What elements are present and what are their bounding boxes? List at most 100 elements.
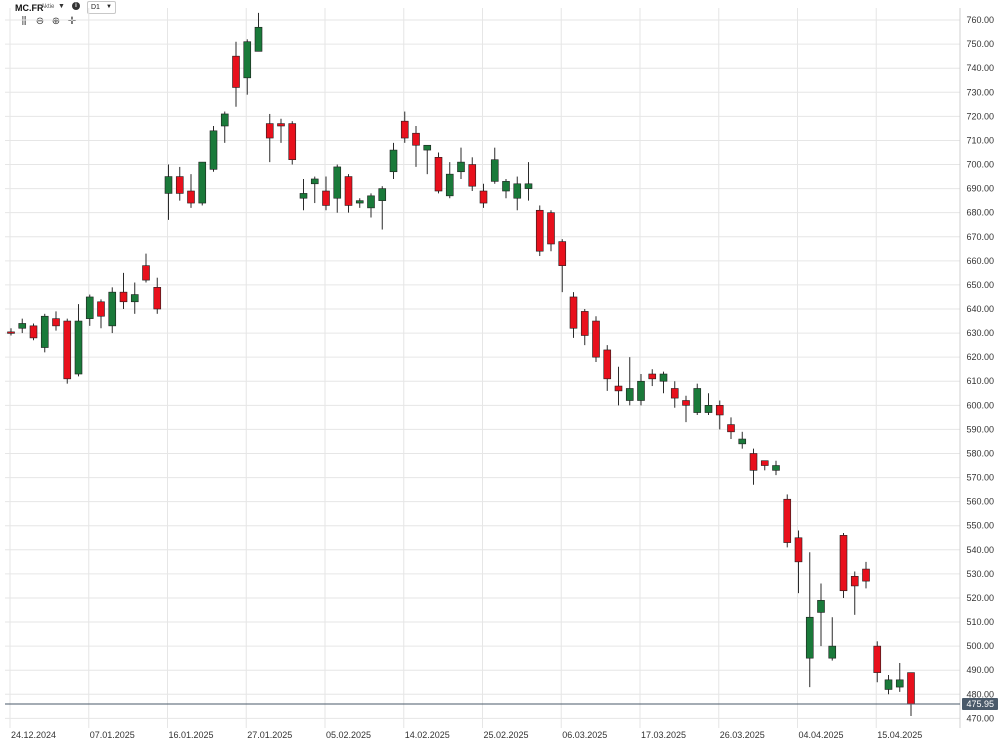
candle-body-down — [468, 164, 477, 187]
candle[interactable] — [412, 125, 420, 167]
candle[interactable] — [457, 147, 465, 179]
candle[interactable] — [378, 186, 387, 230]
candle[interactable] — [445, 162, 454, 199]
candle[interactable] — [693, 383, 702, 415]
candle[interactable] — [873, 641, 882, 683]
candle-body-up — [367, 195, 375, 209]
candle[interactable] — [333, 164, 342, 213]
candle[interactable] — [839, 532, 848, 598]
candle-body-down — [63, 320, 72, 380]
zoom-out-icon[interactable]: ⊖ — [35, 16, 45, 27]
indicators-icon[interactable]: ⫼ — [21, 16, 27, 27]
candle[interactable] — [704, 393, 713, 415]
candle[interactable] — [659, 371, 668, 394]
candle[interactable] — [468, 157, 477, 192]
candle[interactable] — [490, 147, 499, 184]
candle[interactable] — [727, 417, 735, 440]
candle[interactable] — [637, 374, 645, 406]
candle[interactable] — [535, 205, 544, 257]
candle[interactable] — [592, 316, 600, 362]
candle[interactable] — [524, 162, 533, 201]
candle[interactable] — [108, 287, 117, 334]
candle[interactable] — [153, 277, 162, 314]
candle[interactable] — [130, 282, 139, 314]
y-tick-label: 720.00 — [966, 111, 994, 121]
candle[interactable] — [175, 166, 184, 201]
candle[interactable] — [344, 174, 353, 213]
candle[interactable] — [794, 530, 803, 594]
candle[interactable] — [648, 369, 657, 387]
candle[interactable] — [220, 111, 229, 143]
candle[interactable] — [502, 178, 510, 199]
zoom-in-icon[interactable]: ⊕ — [51, 16, 61, 27]
candle[interactable] — [367, 193, 375, 218]
candle[interactable] — [310, 176, 319, 204]
candle-body-up — [817, 600, 825, 613]
timeframe-select[interactable]: D1 ▼ — [87, 1, 116, 14]
candle[interactable] — [299, 178, 308, 211]
candle[interactable] — [614, 366, 623, 406]
candle[interactable] — [479, 183, 488, 208]
candle[interactable] — [805, 552, 814, 688]
candle[interactable] — [232, 41, 240, 107]
candle-body-down — [434, 156, 443, 192]
candle[interactable] — [277, 118, 285, 143]
candle[interactable] — [85, 294, 94, 326]
candle[interactable] — [670, 381, 679, 408]
candle[interactable] — [187, 174, 195, 208]
candle[interactable] — [434, 152, 443, 194]
candle[interactable] — [558, 239, 567, 293]
candle[interactable] — [738, 431, 747, 449]
candle[interactable] — [29, 323, 38, 341]
candle[interactable] — [322, 176, 330, 211]
candle[interactable] — [715, 400, 724, 430]
candle[interactable] — [513, 176, 522, 211]
candle-body-up — [502, 181, 510, 192]
candle[interactable] — [682, 395, 690, 423]
crosshair-icon[interactable]: ✛ — [67, 16, 77, 27]
candle[interactable] — [423, 144, 432, 175]
candle[interactable] — [817, 583, 825, 647]
candle[interactable] — [119, 272, 128, 310]
candle[interactable] — [40, 313, 49, 353]
candle[interactable] — [603, 345, 612, 391]
candle[interactable] — [850, 571, 859, 615]
candle[interactable] — [907, 672, 915, 716]
candle[interactable] — [74, 304, 83, 377]
candle[interactable] — [783, 494, 792, 548]
candle[interactable] — [254, 12, 263, 52]
candle[interactable] — [265, 113, 274, 163]
candle[interactable] — [63, 318, 72, 384]
candle[interactable] — [580, 309, 589, 346]
candle-body-down — [7, 331, 15, 334]
x-tick-label: 24.12.2024 — [11, 730, 56, 740]
candle[interactable] — [18, 318, 27, 334]
candle[interactable] — [749, 448, 758, 485]
candle[interactable] — [547, 210, 555, 252]
y-tick-label: 670.00 — [966, 232, 994, 242]
candle[interactable] — [625, 357, 634, 406]
candle[interactable] — [760, 460, 769, 471]
candle[interactable] — [288, 121, 297, 165]
candle[interactable] — [884, 675, 893, 695]
candle[interactable] — [828, 617, 837, 661]
candle[interactable] — [7, 328, 15, 336]
candle[interactable] — [400, 111, 409, 143]
candle[interactable] — [355, 198, 364, 208]
candle[interactable] — [97, 299, 105, 329]
candle[interactable] — [243, 39, 252, 95]
candle[interactable] — [209, 125, 218, 172]
symbol-dropdown-icon[interactable]: ▼ — [58, 3, 65, 10]
candle[interactable] — [569, 292, 578, 338]
candle[interactable] — [389, 142, 398, 179]
info-icon[interactable]: i — [72, 2, 80, 10]
candle[interactable] — [862, 561, 870, 589]
candle[interactable] — [772, 460, 780, 476]
candle[interactable] — [52, 311, 60, 331]
candle[interactable] — [198, 161, 207, 206]
candle[interactable] — [164, 164, 173, 220]
symbol-label[interactable]: MC.FR — [15, 3, 44, 13]
candle[interactable] — [142, 253, 150, 283]
candle[interactable] — [895, 662, 904, 692]
